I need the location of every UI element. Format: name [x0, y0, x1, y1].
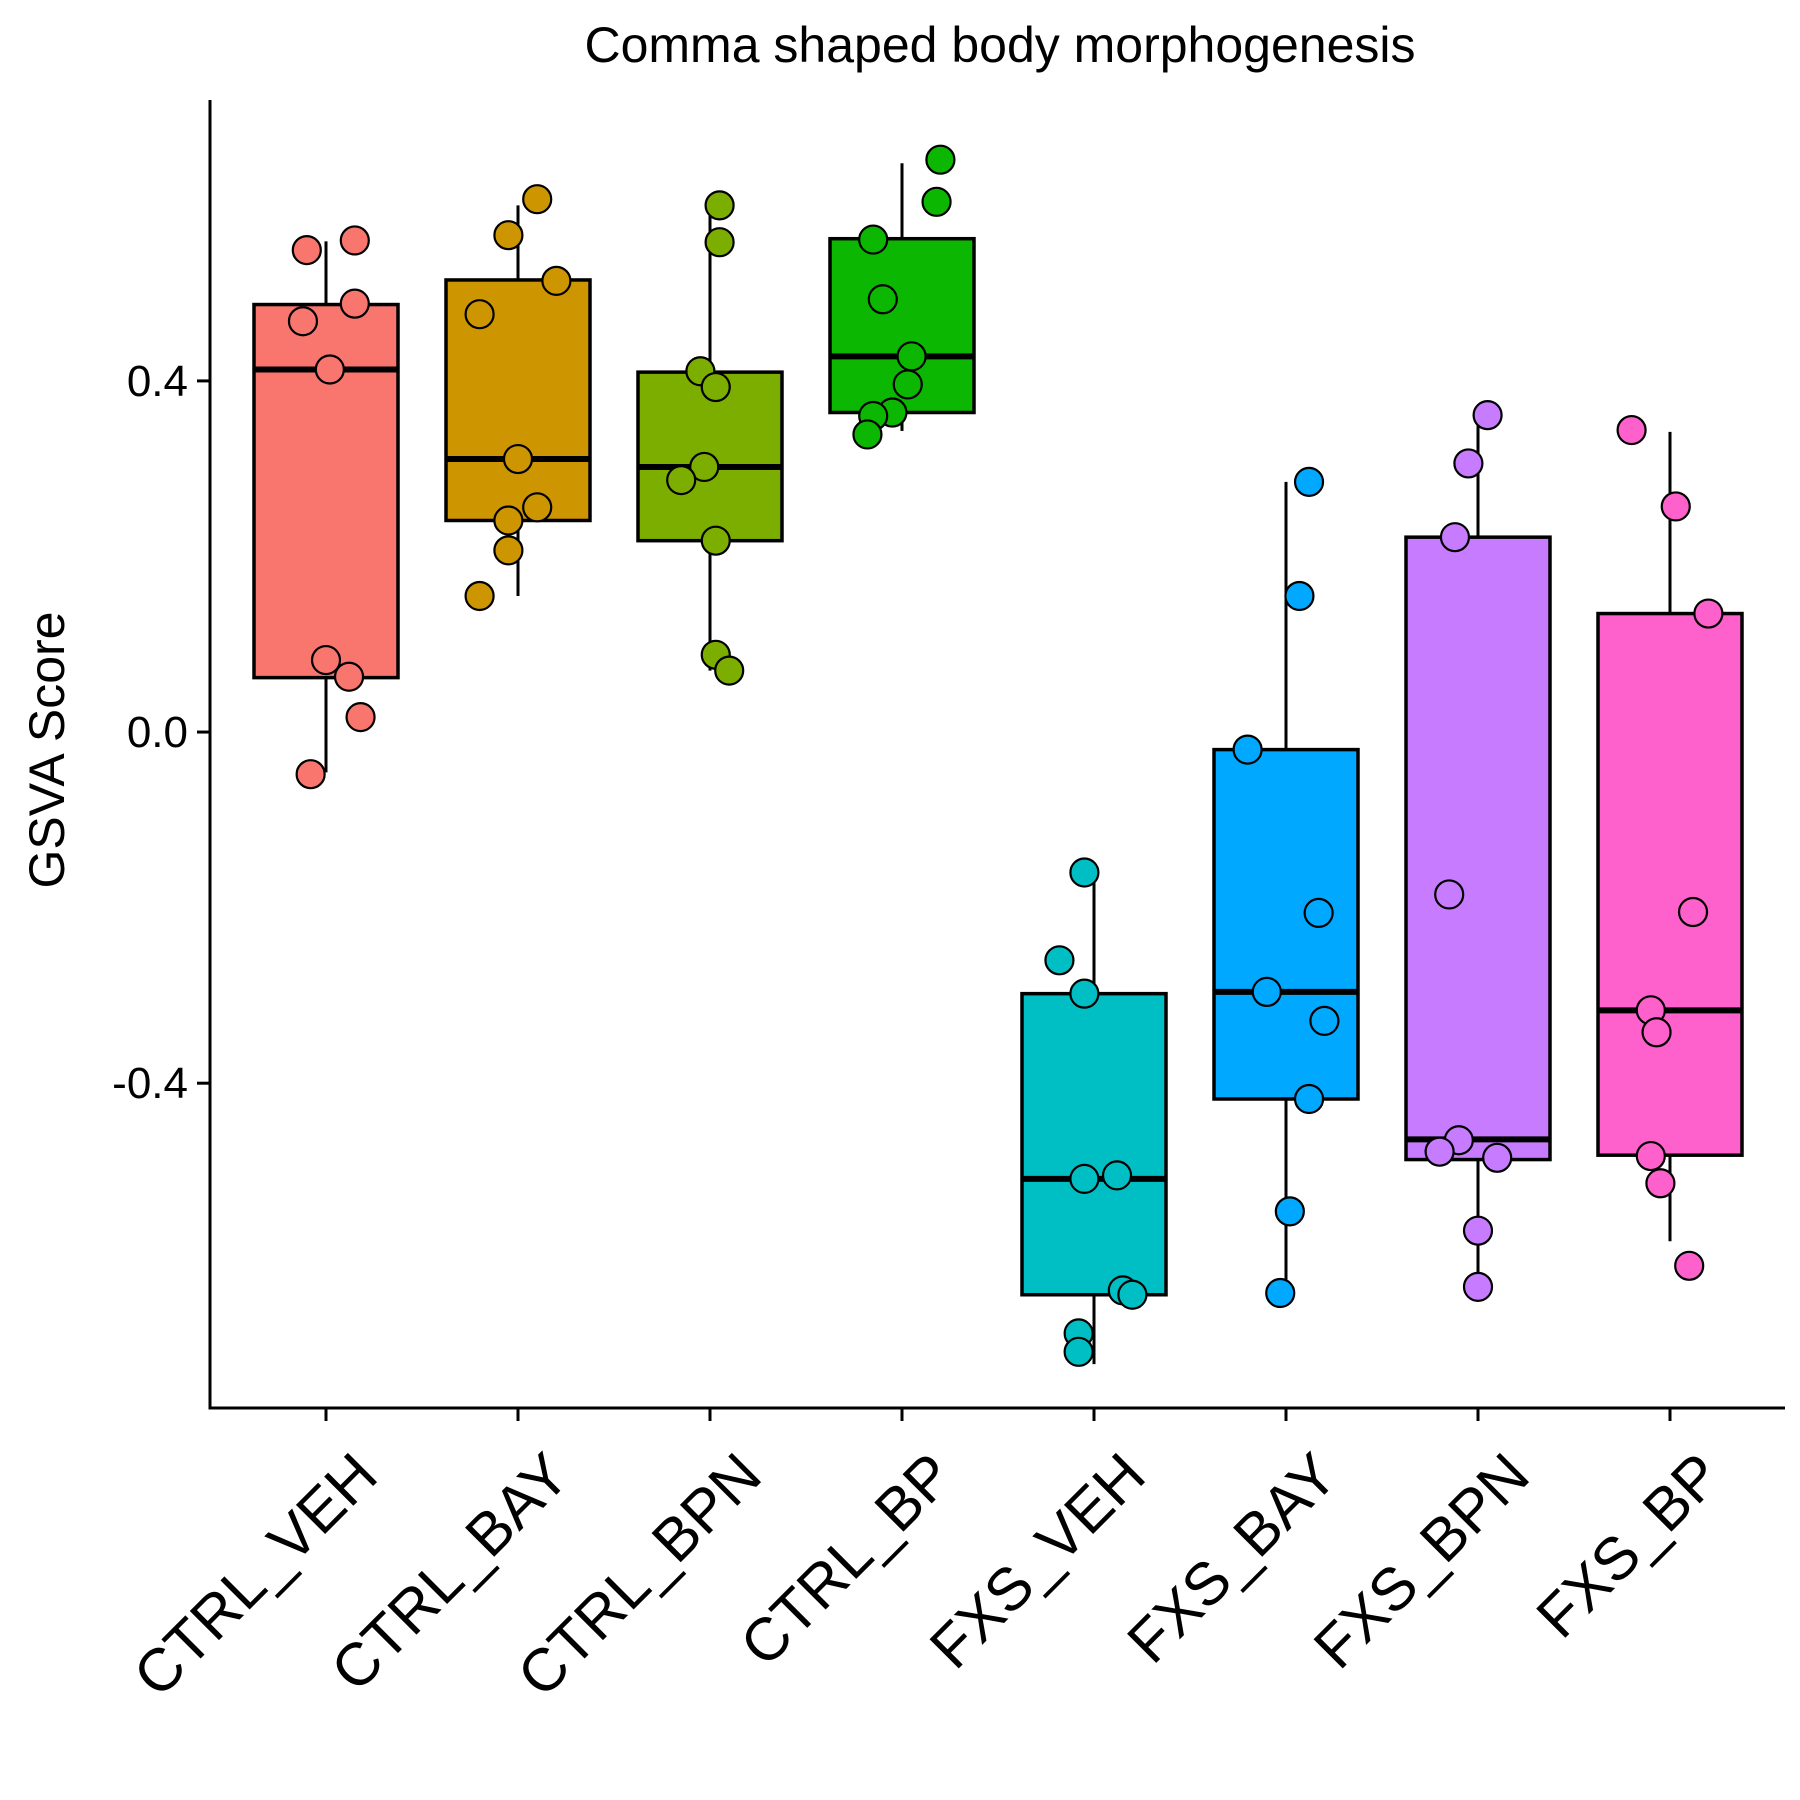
point-ctrl-bay-4	[464, 299, 495, 330]
y-tick-label-2: 0.4	[127, 357, 188, 406]
y-ticks-layer: -0.4 0.0 0.4	[112, 357, 210, 1108]
point-ctrl-veh-8	[345, 702, 376, 733]
point-fxs-bpn-2	[1453, 448, 1484, 479]
point-fxs-bpn-4	[1434, 879, 1465, 910]
point-fxs-bpn-6	[1424, 1136, 1455, 1167]
point-fxs-bpn-3	[1439, 522, 1471, 553]
points-ctrl-veh	[287, 225, 376, 790]
point-fxs-bpn-7	[1482, 1142, 1513, 1173]
point-fxs-bp-6	[1641, 1017, 1672, 1048]
point-fxs-bp-4	[1677, 896, 1709, 928]
point-ctrl-veh-4	[339, 288, 370, 319]
point-fxs-veh-3	[1069, 978, 1100, 1009]
point-ctrl-bp-6	[892, 369, 923, 400]
point-ctrl-bp-9	[852, 419, 883, 450]
box-fxs-veh	[1020, 991, 1168, 1297]
box-group-ctrl-veh	[252, 241, 400, 773]
point-fxs-bp-9	[1674, 1250, 1705, 1281]
point-ctrl-veh-6	[310, 644, 342, 676]
box-group-ctrl-bay	[444, 205, 592, 596]
axes-layer	[208, 100, 1785, 1410]
boxes-layer	[252, 163, 1744, 1365]
point-ctrl-bay-3	[541, 265, 572, 296]
points-ctrl-bp	[852, 144, 956, 450]
x-ticks-layer: CTRL_VEHCTRL_BAYCTRL_BPNCTRL_BPFXS_VEHFX…	[121, 1408, 1734, 1709]
point-ctrl-bpn-7	[700, 525, 731, 556]
point-fxs-veh-2	[1044, 945, 1075, 976]
points-fxs-veh	[1044, 857, 1148, 1367]
point-fxs-bay-3	[1232, 734, 1263, 765]
point-fxs-bay-2	[1284, 580, 1315, 612]
point-fxs-bpn-1	[1472, 400, 1503, 431]
point-ctrl-bp-5	[896, 341, 927, 372]
box-group-fxs-veh	[1020, 870, 1168, 1365]
point-ctrl-veh-3	[287, 306, 319, 337]
points-fxs-bay	[1232, 466, 1340, 1309]
point-ctrl-bay-8	[493, 535, 524, 566]
box-fxs-bpn	[1404, 535, 1552, 1162]
point-fxs-bpn-8	[1462, 1215, 1494, 1246]
point-fxs-bp-7	[1635, 1140, 1666, 1172]
points-ctrl-bpn	[666, 190, 745, 686]
points-ctrl-bay	[464, 184, 572, 612]
point-ctrl-bay-7	[493, 505, 524, 536]
box-group-fxs-bp	[1596, 431, 1744, 1242]
point-fxs-bay-7	[1293, 1083, 1325, 1115]
point-fxs-bp-3	[1693, 598, 1724, 629]
point-fxs-bpn-9	[1462, 1271, 1494, 1302]
point-fxs-bp-2	[1660, 491, 1691, 522]
box-fxs-bay	[1212, 747, 1360, 1101]
point-ctrl-bpn-2	[704, 227, 735, 258]
point-fxs-veh-4	[1069, 1163, 1100, 1194]
points-layer	[287, 144, 1724, 1367]
point-fxs-bay-9	[1265, 1277, 1296, 1309]
point-ctrl-bpn-5	[689, 451, 720, 483]
point-ctrl-bpn-4	[700, 371, 731, 403]
point-ctrl-veh-5	[314, 354, 345, 385]
point-ctrl-bp-4	[867, 284, 898, 315]
point-fxs-bp-1	[1616, 414, 1647, 446]
point-ctrl-bay-6	[522, 492, 553, 523]
point-ctrl-veh-7	[333, 661, 365, 692]
point-fxs-bay-6	[1309, 1005, 1340, 1036]
point-ctrl-bp-2	[921, 186, 952, 217]
point-fxs-bp-8	[1645, 1168, 1676, 1199]
point-ctrl-bp-1	[925, 144, 956, 175]
point-fxs-veh-9	[1063, 1336, 1094, 1367]
points-fxs-bpn	[1424, 400, 1513, 1302]
point-ctrl-bay-5	[502, 443, 534, 475]
point-fxs-veh-1	[1069, 857, 1100, 888]
box-group-fxs-bay	[1212, 481, 1360, 1292]
box-group-fxs-bpn	[1404, 411, 1552, 1286]
point-fxs-bay-8	[1274, 1196, 1305, 1227]
point-ctrl-veh-9	[295, 759, 326, 790]
point-ctrl-veh-2	[339, 225, 370, 256]
point-fxs-bay-5	[1251, 976, 1282, 1007]
point-ctrl-bay-2	[493, 220, 524, 251]
point-ctrl-bp-3	[858, 224, 889, 255]
y-tick-label-1: 0.0	[127, 708, 188, 757]
point-fxs-bay-1	[1293, 466, 1325, 497]
point-ctrl-veh-1	[291, 235, 322, 266]
point-ctrl-bpn-1	[704, 190, 735, 221]
point-fxs-veh-7	[1117, 1279, 1148, 1310]
point-ctrl-bpn-6	[666, 465, 697, 496]
box-group-ctrl-bpn	[636, 202, 784, 671]
chart-title: Comma shaped body morphogenesis	[584, 17, 1415, 73]
y-axis-label: GSVA Score	[19, 612, 75, 889]
y-tick-label-0: -0.4	[112, 1059, 188, 1108]
x-tick-label-fxs-bp: FXS_BP	[1524, 1440, 1734, 1650]
point-ctrl-bay-9	[464, 580, 495, 612]
point-fxs-bay-4	[1303, 897, 1334, 928]
point-fxs-veh-5	[1101, 1160, 1133, 1191]
point-ctrl-bay-1	[522, 184, 553, 215]
points-fxs-bp	[1616, 414, 1724, 1281]
box-fxs-bp	[1596, 611, 1744, 1157]
point-ctrl-bpn-9	[714, 655, 745, 686]
